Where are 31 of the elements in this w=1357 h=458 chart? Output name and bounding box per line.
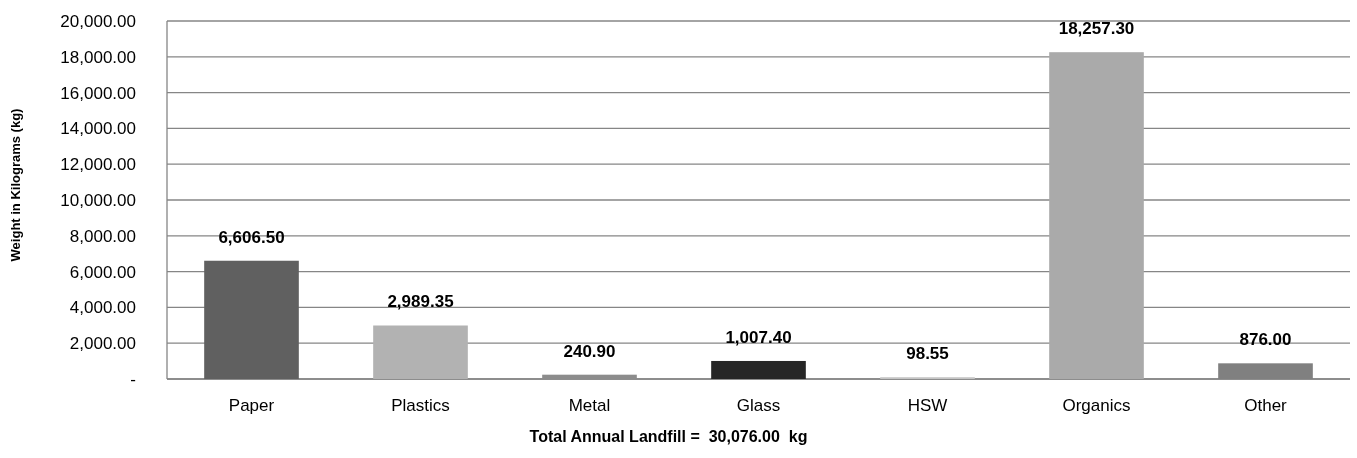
y-tick-label: 10,000.00 xyxy=(60,190,136,210)
data-label: 6,606.50 xyxy=(218,227,285,247)
y-tick-label: - xyxy=(130,369,136,389)
bar xyxy=(1049,52,1144,379)
y-axis-title: Weight in Kilograms (kg) xyxy=(8,108,23,262)
data-label: 1,007.40 xyxy=(725,327,792,347)
x-tick-label: Metal xyxy=(568,396,611,415)
x-tick-label: Organics xyxy=(1062,396,1131,415)
y-tick-label: 2,000.00 xyxy=(69,334,136,354)
x-axis-title: Total Annual Landfill = 30,076.00 kg xyxy=(529,428,808,445)
data-label: 2,989.35 xyxy=(387,292,454,312)
y-tick-label: 4,000.00 xyxy=(69,298,136,318)
bar xyxy=(204,260,299,379)
x-tick-label: Other xyxy=(1244,396,1288,415)
data-label: 98.55 xyxy=(906,344,949,364)
y-tick-label: 16,000.00 xyxy=(60,83,136,103)
y-tick-label: 8,000.00 xyxy=(69,226,136,246)
y-tick-label: 18,000.00 xyxy=(60,47,136,67)
data-label: 876.00 xyxy=(1239,330,1292,350)
x-tick-label: HSW xyxy=(907,396,948,415)
x-tick-label: Paper xyxy=(228,396,275,415)
y-tick-label: 20,000.00 xyxy=(60,11,136,31)
data-label: 18,257.30 xyxy=(1058,19,1135,39)
y-tick-label: 12,000.00 xyxy=(60,155,136,175)
y-tick-label: 14,000.00 xyxy=(60,119,136,139)
x-tick-label: Glass xyxy=(736,396,781,415)
y-tick-label: 6,000.00 xyxy=(69,262,136,282)
x-tick-label: Plastics xyxy=(391,396,450,415)
bar xyxy=(373,325,468,379)
bar xyxy=(711,360,806,379)
data-label: 240.90 xyxy=(563,341,616,361)
